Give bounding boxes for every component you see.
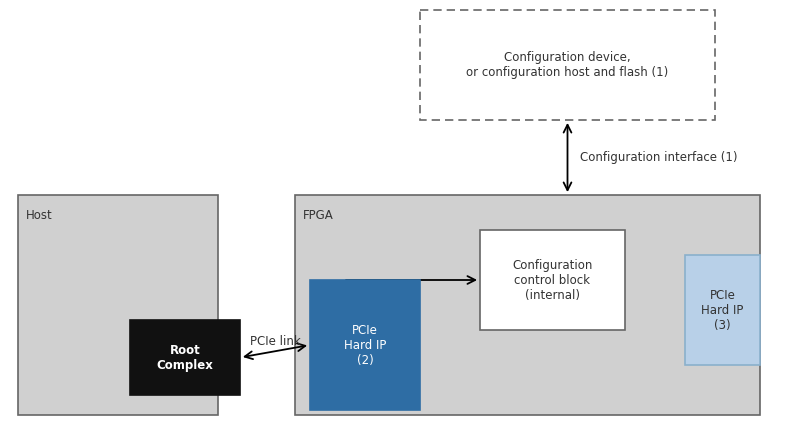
Text: PCIe link: PCIe link (250, 334, 300, 348)
Text: PCIe
Hard IP
(2): PCIe Hard IP (2) (344, 324, 386, 366)
Bar (685, 255, 760, 365)
Bar (295, 195, 760, 415)
Bar (130, 320, 240, 395)
Bar (420, 10, 715, 120)
Text: PCIe
Hard IP
(3): PCIe Hard IP (3) (702, 289, 744, 332)
Text: Configuration device,
or configuration host and flash (1): Configuration device, or configuration h… (466, 51, 669, 79)
Text: Configuration
control block
(internal): Configuration control block (internal) (512, 258, 593, 301)
Bar (480, 230, 625, 330)
Text: Host: Host (26, 209, 53, 222)
Bar (18, 195, 218, 415)
Text: Root
Complex: Root Complex (157, 344, 214, 372)
Text: FPGA: FPGA (303, 209, 334, 222)
Text: Configuration interface (1): Configuration interface (1) (579, 151, 737, 164)
Bar (310, 280, 420, 410)
